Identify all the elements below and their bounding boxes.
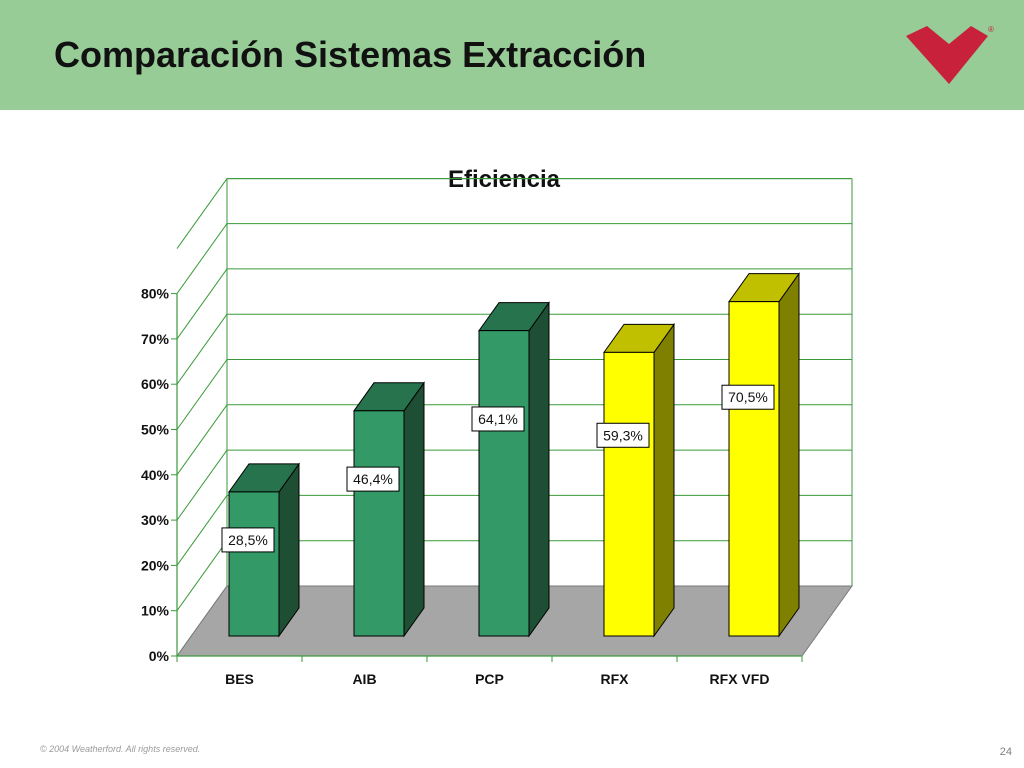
gridline-side [176, 495, 228, 566]
y-tick-label: 30% [141, 512, 170, 528]
y-tick-label: 40% [141, 467, 170, 483]
gridline-side [176, 404, 228, 476]
gridline-side [176, 313, 228, 385]
slide-title: Comparación Sistemas Extracción [54, 34, 647, 75]
data-label: 70,5% [728, 389, 768, 405]
y-tick-label: 80% [141, 286, 170, 302]
y-tick-label: 70% [141, 331, 170, 347]
bar-pcp [478, 330, 530, 637]
data-label-box [346, 466, 400, 492]
bar-side [528, 301, 550, 638]
gridline-side [176, 223, 228, 294]
data-label: 59,3% [603, 427, 643, 443]
bar-side [653, 322, 675, 638]
data-label: 64,1% [478, 411, 518, 427]
y-tick-label: 10% [141, 603, 170, 619]
gridline-side [176, 268, 228, 340]
logo-mark [906, 26, 988, 84]
header-band [0, 0, 1024, 110]
gridline-side [176, 540, 228, 611]
bar-side [778, 272, 800, 638]
bar-side [403, 381, 425, 638]
registered-mark: ® [988, 25, 994, 34]
bar-bes [228, 491, 280, 637]
data-label: 46,4% [353, 471, 393, 487]
weatherford-logo-icon: ® [906, 25, 994, 84]
data-label-box [471, 406, 525, 432]
y-tick-label: 60% [141, 376, 170, 392]
data-label: 28,5% [228, 532, 268, 548]
data-label-box [596, 422, 650, 448]
gridline-side [176, 359, 228, 430]
y-tick-label: 20% [141, 557, 170, 573]
chart-title: Eficiencia [448, 166, 561, 193]
x-category-label: RFX [601, 671, 630, 687]
x-category-label: RFX VFD [710, 671, 770, 687]
bar-rfx [603, 351, 655, 637]
y-tick-label: 50% [141, 422, 170, 438]
data-label-box [721, 384, 775, 410]
x-category-label: BES [225, 671, 254, 687]
bar-rfx-vfd [728, 301, 780, 637]
bar-side [278, 462, 300, 638]
data-label-box [221, 527, 275, 553]
bar-aib [353, 410, 405, 637]
copyright-footer: © 2004 Weatherford. All rights reserved. [40, 744, 201, 754]
x-category-label: PCP [475, 671, 504, 687]
x-category-label: AIB [352, 671, 376, 687]
gridline-side [176, 178, 228, 249]
gridline-side [176, 449, 228, 521]
y-tick-label: 0% [149, 648, 170, 664]
page-number: 24 [999, 746, 1012, 758]
